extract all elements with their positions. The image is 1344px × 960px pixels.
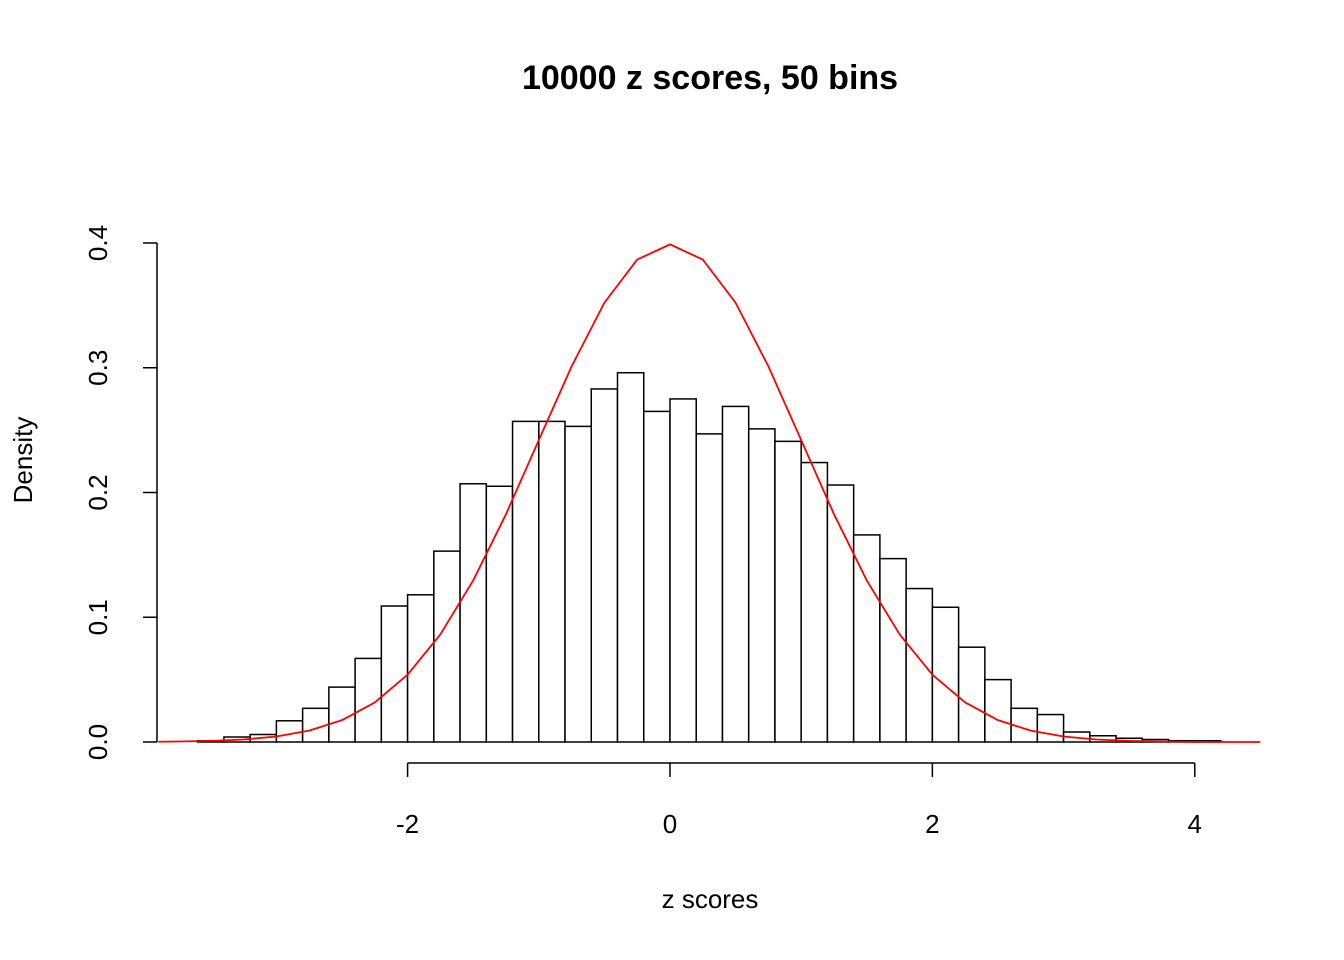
bar <box>695 433 724 743</box>
bar <box>380 605 409 743</box>
x-tick-label: 0 <box>663 809 677 839</box>
bar <box>905 587 934 743</box>
x-tick-label: -2 <box>396 809 419 839</box>
bar <box>800 461 829 743</box>
y-axis-label: Density <box>8 417 38 504</box>
bar <box>826 484 855 743</box>
bar <box>538 420 566 743</box>
bar <box>275 720 304 743</box>
chart-title: 10000 z scores, 50 bins <box>522 59 898 97</box>
bar <box>485 485 514 743</box>
x-tick-label: 4 <box>1188 809 1202 839</box>
x-axis-label: z scores <box>662 884 759 914</box>
y-tick-label: 0.1 <box>83 599 113 635</box>
y-tick-label: 0.4 <box>83 225 113 261</box>
y-tick-label: 0.0 <box>83 724 113 760</box>
bar <box>511 420 540 743</box>
bar <box>957 646 986 743</box>
density-curve <box>158 243 1261 743</box>
bar <box>616 371 645 743</box>
bar <box>931 606 960 743</box>
bar <box>459 483 488 743</box>
bar <box>747 428 776 743</box>
bar <box>669 398 697 743</box>
bar <box>879 557 907 743</box>
bar <box>642 410 671 743</box>
bar <box>721 405 750 743</box>
bar <box>433 550 461 743</box>
x-tick-label: 2 <box>925 809 939 839</box>
bar <box>984 678 1012 743</box>
bar <box>852 534 881 743</box>
bar <box>1036 713 1065 743</box>
bar <box>564 425 593 743</box>
y-tick-label: 0.3 <box>83 350 113 386</box>
bar <box>590 388 619 743</box>
bar <box>774 440 802 743</box>
y-tick-label: 0.2 <box>83 474 113 510</box>
